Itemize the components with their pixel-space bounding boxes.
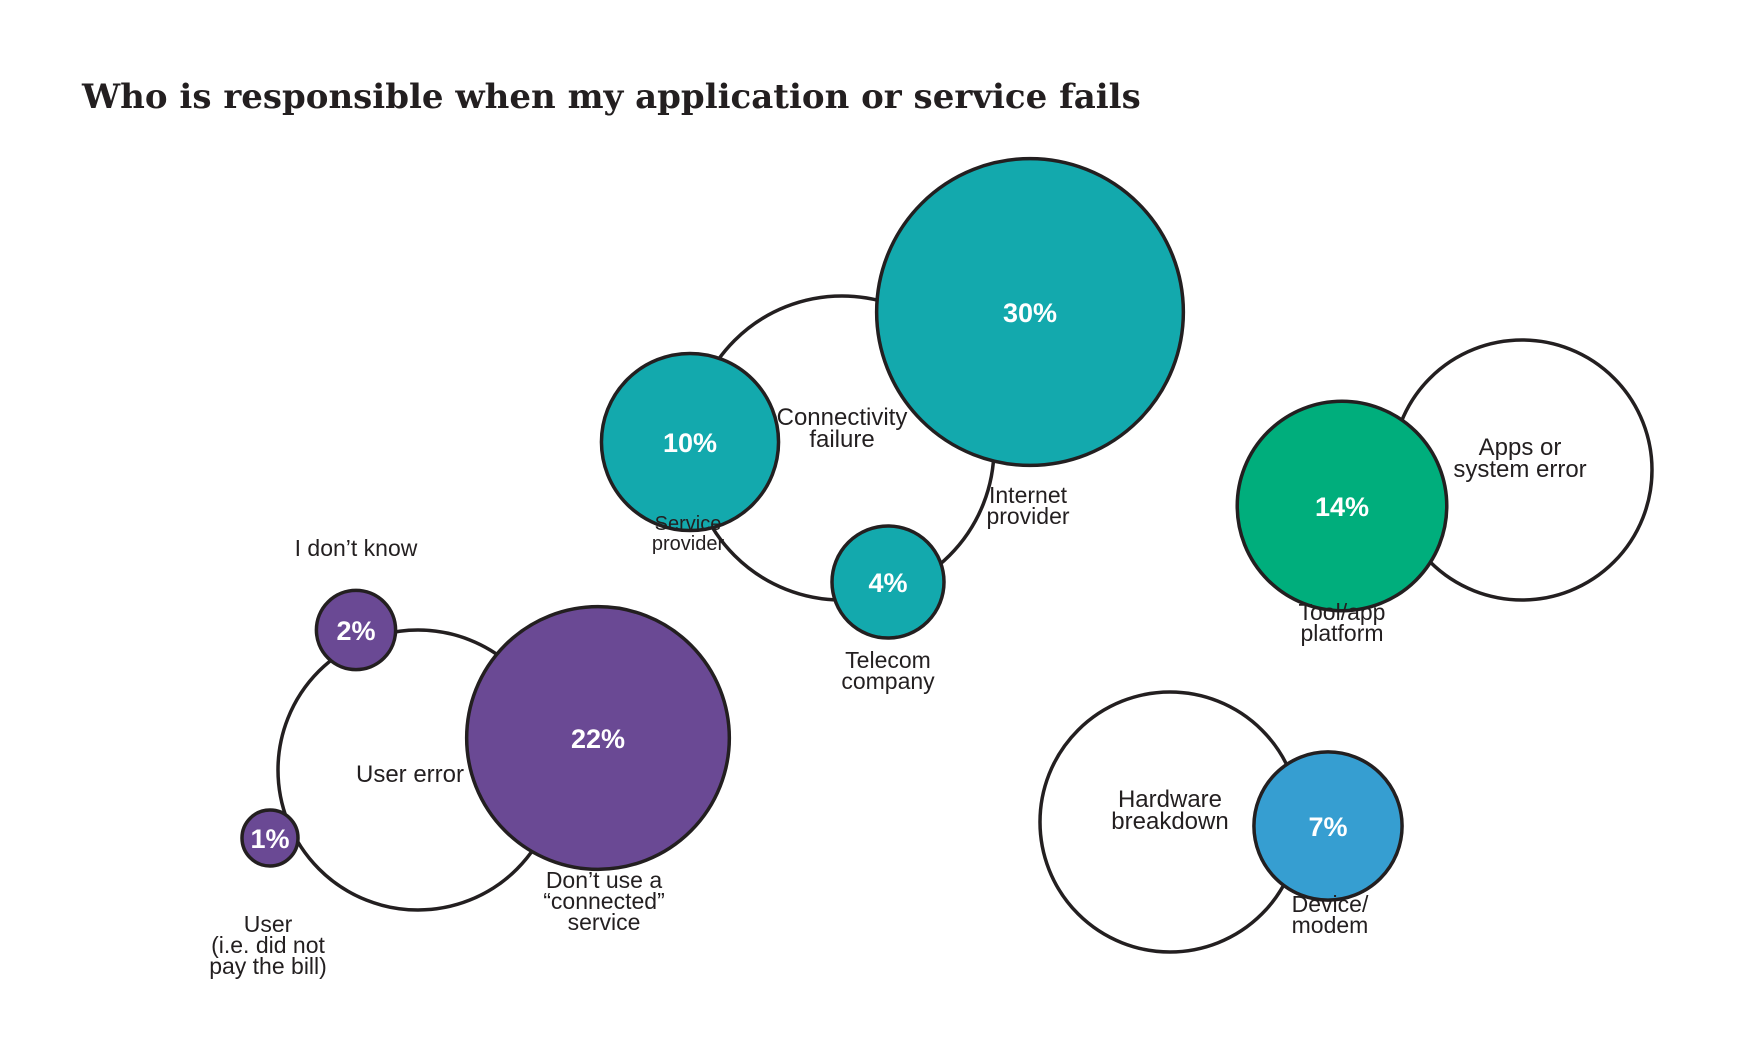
value-label-don-t-use-a-connected-service: 22% bbox=[571, 724, 625, 754]
bubble-service-provider bbox=[599, 351, 781, 533]
value-label-device-modem: 7% bbox=[1308, 812, 1347, 842]
value-label-internet-provider: 30% bbox=[1003, 298, 1057, 328]
value-label-i-don-t-know: 2% bbox=[336, 616, 375, 646]
bubble-tool-app-platform bbox=[1235, 399, 1449, 613]
group-label-connectivity-failure: Connectivity failure bbox=[777, 404, 908, 453]
bubble-internet-provider bbox=[874, 156, 1186, 468]
chart-title: Who is responsible when my application o… bbox=[81, 77, 1141, 117]
group-label-user-error: User error bbox=[356, 761, 464, 788]
group-label-hardware-breakdown: Hardware breakdown bbox=[1111, 786, 1228, 835]
value-label-tool-app-platform: 14% bbox=[1315, 492, 1369, 522]
group-label-apps-or-system-error: Apps or system error bbox=[1453, 434, 1586, 483]
bubble-label-telecom-company: Telecom company bbox=[841, 647, 935, 694]
bubble-label-internet-provider: Internet provider bbox=[986, 482, 1069, 529]
bubble-label-user-i-e-did-not-pay-the-bill: User (i.e. did not pay the bill) bbox=[209, 911, 327, 979]
value-label-user-i-e-did-not-pay-the-bill: 1% bbox=[250, 824, 289, 854]
bubble-i-don-t-know bbox=[314, 588, 398, 672]
bubble-label-service-provider: Service provider bbox=[652, 513, 725, 555]
bubble-label-device-modem: Device/modem bbox=[1292, 891, 1369, 938]
value-label-service-provider: 10% bbox=[663, 428, 717, 458]
bubble-telecom-company bbox=[830, 524, 946, 640]
bubble-device-modem bbox=[1252, 750, 1404, 902]
bubble-don-t-use-a-connected-service bbox=[464, 604, 732, 872]
bubble-user-i-e-did-not-pay-the-bill bbox=[240, 808, 300, 868]
value-label-telecom-company: 4% bbox=[868, 568, 907, 598]
bubble-label-don-t-use-a-connected-service: Don’t use a “connected” service bbox=[543, 867, 664, 935]
bubble-label-tool-app-platform: Tool/app platform bbox=[1299, 599, 1386, 646]
bubble-label-i-don-t-know: I don’t know bbox=[295, 535, 418, 561]
value-bubbles bbox=[240, 156, 1449, 902]
chart-labels: Connectivity failure 30% Internet provider 10… bbox=[209, 298, 1586, 979]
